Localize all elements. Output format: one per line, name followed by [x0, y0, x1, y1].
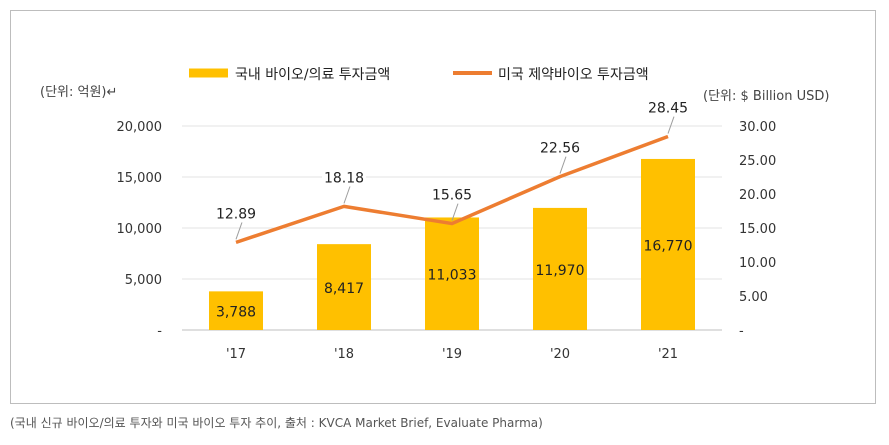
left-tick-label: 5,000 — [125, 273, 162, 288]
x-axis: '17 '18 '19 '20 '21 — [226, 347, 678, 362]
right-tick-label: 15.00 — [739, 222, 776, 237]
left-tick-label: - — [157, 324, 162, 339]
x-tick-label: '18 — [334, 347, 354, 362]
legend-bar-label: 국내 바이오/의료 투자금액 — [235, 67, 390, 83]
x-tick-label: '19 — [442, 347, 462, 362]
line-label-leader — [343, 186, 351, 204]
bar — [641, 158, 695, 330]
right-tick-label: 5.00 — [739, 290, 768, 305]
line-path — [235, 134, 669, 245]
chart-frame — [10, 10, 876, 404]
line-label-background — [538, 137, 582, 157]
right-tick-label: 25.00 — [739, 154, 776, 169]
legend-line-label: 미국 제약바이오 투자금액 — [498, 67, 649, 83]
line-label-background — [322, 167, 366, 187]
line-label-background — [646, 97, 690, 117]
x-tick-label: '21 — [658, 347, 678, 362]
line-series: 12.89 18.18 15.65 22.56 28.45 — [214, 97, 690, 245]
bar-value-label: 8,417 — [324, 281, 364, 297]
bar-value-label: 11,033 — [428, 268, 477, 284]
left-tick-label: 10,000 — [117, 222, 163, 237]
bar — [533, 207, 587, 330]
right-tick-label: 20.00 — [739, 188, 776, 203]
bar-series: 3,788 8,417 11,033 11,970 16,770 — [209, 158, 695, 330]
left-tick-label: 15,000 — [117, 171, 163, 186]
bar-value-label: 11,970 — [536, 263, 585, 279]
bar-value-label: 16,770 — [644, 238, 693, 254]
right-axis-unit-label: (단위: $ Billion USD) — [703, 89, 829, 104]
line-value-label: 15.65 — [432, 188, 472, 204]
left-axis-unit-label: (단위: 억원)↵ — [40, 85, 117, 100]
left-axis: - 5,000 10,000 15,000 20,000 — [117, 120, 163, 339]
bar — [209, 291, 263, 330]
line-label-leader — [559, 156, 567, 174]
bar — [317, 244, 371, 330]
x-tick-label: '17 — [226, 347, 246, 362]
right-tick-label: - — [739, 324, 744, 339]
line-value-label: 12.89 — [216, 206, 256, 222]
line-label-leader — [451, 203, 459, 221]
right-axis: - 5.00 10.00 15.00 20.00 25.00 30.00 — [739, 120, 776, 339]
bar — [425, 217, 479, 330]
line-label-background — [214, 203, 258, 223]
line-label-leader — [235, 222, 243, 240]
chart-caption: (국내 신규 바이오/의료 투자와 미국 바이오 투자 추이, 출처 : KVC… — [10, 416, 543, 430]
line-value-label: 22.56 — [540, 141, 580, 157]
line-label-leader — [667, 116, 675, 134]
x-tick-label: '20 — [550, 347, 570, 362]
line-value-label: 28.45 — [648, 101, 688, 117]
bar-value-label: 3,788 — [216, 305, 256, 321]
right-tick-label: 10.00 — [739, 256, 776, 271]
line-value-label: 18.18 — [324, 170, 364, 186]
right-tick-label: 30.00 — [739, 120, 776, 135]
line-label-background — [430, 184, 474, 204]
left-tick-label: 20,000 — [117, 120, 163, 135]
